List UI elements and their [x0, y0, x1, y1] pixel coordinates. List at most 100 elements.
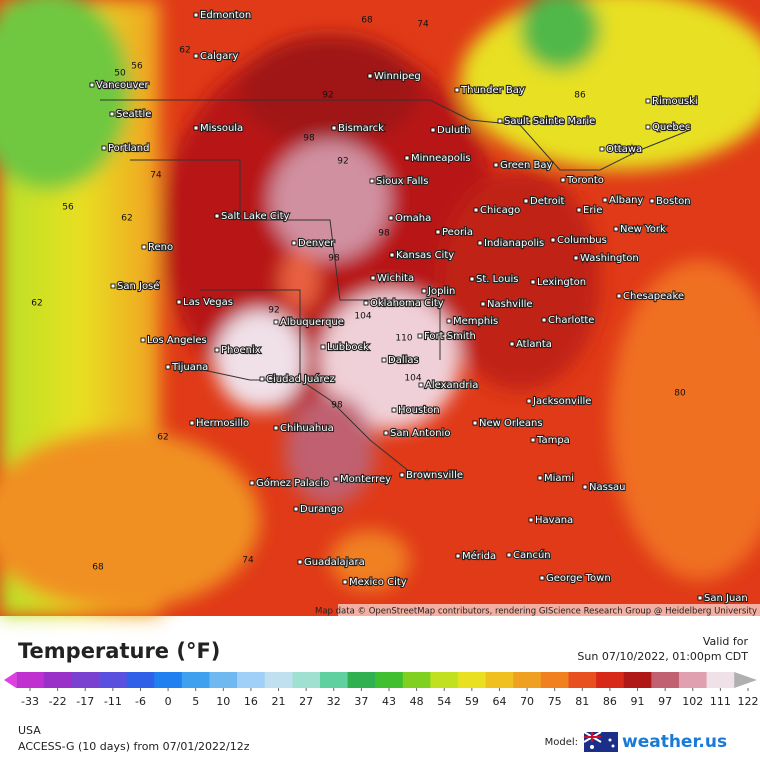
colorbar-segment	[292, 672, 321, 688]
city-dot	[599, 146, 605, 152]
city-label: Edmonton	[200, 10, 251, 21]
map: Map data © OpenStreetMap contributors, r…	[0, 0, 760, 617]
city-label: San Juan	[704, 593, 748, 604]
legend-title: Temperature (°F)	[18, 639, 220, 663]
valid-label: Valid for	[703, 635, 749, 648]
colorbar-segment	[319, 672, 349, 688]
city-label: Nassau	[589, 482, 626, 493]
city-label: Omaha	[395, 213, 431, 224]
city-label: Havana	[535, 515, 573, 526]
colorbar-segment	[651, 672, 680, 688]
brand: weather.us	[622, 732, 727, 752]
city-label: New York	[620, 224, 666, 235]
city-dot	[697, 595, 703, 601]
city-dot	[528, 517, 534, 523]
city-label: Las Vegas	[183, 297, 233, 308]
city-dot	[383, 430, 389, 436]
model-label: Model:	[545, 737, 578, 748]
contour-label: 98	[328, 254, 340, 264]
city-label: Portland	[108, 143, 149, 154]
city-label: Brownsville	[406, 470, 463, 481]
city-dot	[214, 213, 220, 219]
city-dot	[297, 559, 303, 565]
colorbar-segment	[181, 672, 210, 688]
colorbar-tick-label: 21	[272, 695, 286, 708]
city-dot	[389, 252, 395, 258]
city-dot	[214, 347, 220, 353]
city-label: Quebec	[652, 122, 690, 133]
contour-labels: 56 56 62 62 62 62 50 74 74 74 68 68 98 98 98 98 92 92 92 10…	[31, 16, 686, 573]
city-label: Indianapolis	[484, 238, 544, 249]
colorbar-segment	[568, 672, 597, 688]
colorbar-tick-label: -11	[104, 695, 122, 708]
colorbar-segment	[347, 672, 376, 688]
contour-label: 62	[157, 433, 168, 443]
city-dot	[537, 475, 543, 481]
city-label: Los Angeles	[147, 335, 207, 346]
colorbar-tick-label: 54	[437, 695, 451, 708]
city-dot	[497, 118, 503, 124]
city-label: Washington	[580, 253, 639, 264]
contour-label: 74	[242, 556, 254, 566]
city-label: Fort Smith	[424, 331, 476, 342]
contour-label: 86	[574, 91, 586, 101]
city-label: Charlotte	[548, 315, 594, 326]
contour-label: 80	[674, 389, 686, 399]
city-dot	[472, 420, 478, 426]
city-dot	[193, 53, 199, 59]
city-dot	[560, 177, 566, 183]
city-dot	[193, 12, 199, 18]
city-label: Erie	[583, 205, 602, 216]
colorbar-segment	[540, 672, 569, 688]
city-label: Tampa	[536, 435, 570, 446]
colorbar: -33 -22 -17 -11 -6 0 5 10 16 21 27 32 37 43 48 54 59 64 70…	[4, 672, 759, 708]
city-label: Seattle	[116, 109, 151, 120]
colorbar-tick-label: -22	[49, 695, 67, 708]
city-label: Tijuana	[171, 362, 208, 373]
city-dot	[363, 300, 369, 306]
city-label: Chicago	[480, 205, 520, 216]
city-dot	[273, 319, 279, 325]
contour-label: 98	[303, 134, 315, 144]
contour-label: 98	[331, 401, 343, 411]
city-label: Sioux Falls	[376, 176, 428, 187]
colorbar-tick-label: -6	[135, 695, 146, 708]
city-dot	[530, 437, 536, 443]
colorbar-segment	[16, 672, 45, 688]
city-label: Atlanta	[516, 339, 552, 350]
contour-label: 68	[92, 563, 104, 573]
colorbar-segment	[458, 672, 487, 688]
city-dot	[320, 344, 326, 350]
colorbar-segment	[99, 672, 128, 688]
city-dot	[391, 407, 397, 413]
city-label: Missoula	[200, 123, 243, 134]
city-label: Lubbock	[327, 342, 369, 353]
city-dot	[333, 476, 339, 482]
city-dot	[573, 255, 579, 261]
city-dot	[469, 276, 475, 282]
city-label: Dallas	[388, 355, 419, 366]
city-dot	[645, 124, 651, 130]
city-dot	[473, 207, 479, 213]
city-dot	[526, 398, 532, 404]
city-label: Durango	[300, 504, 343, 515]
colorbar-segment	[513, 672, 542, 688]
city-dot	[550, 237, 556, 243]
city-label: Ciudad Juárez	[266, 373, 335, 385]
city-dot	[293, 506, 299, 512]
contour-label: 56	[62, 203, 74, 213]
city-dot	[273, 425, 279, 431]
colorbar-tick-label: 37	[354, 695, 368, 708]
city-label: San José	[117, 280, 159, 292]
contour-label: 104	[404, 374, 421, 384]
contour-label: 68	[361, 16, 373, 26]
model-run: ACCESS-G (10 days) from 07/01/2022/12z	[18, 740, 250, 753]
colorbar-tick-label: -33	[21, 695, 39, 708]
city-dot	[421, 288, 427, 294]
city-label: Chihuahua	[280, 423, 334, 434]
colorbar-tick-label: 10	[216, 695, 230, 708]
city-label: Reno	[148, 242, 173, 253]
colorbar-segment	[154, 672, 183, 688]
city-label: Albuquerque	[280, 317, 344, 328]
